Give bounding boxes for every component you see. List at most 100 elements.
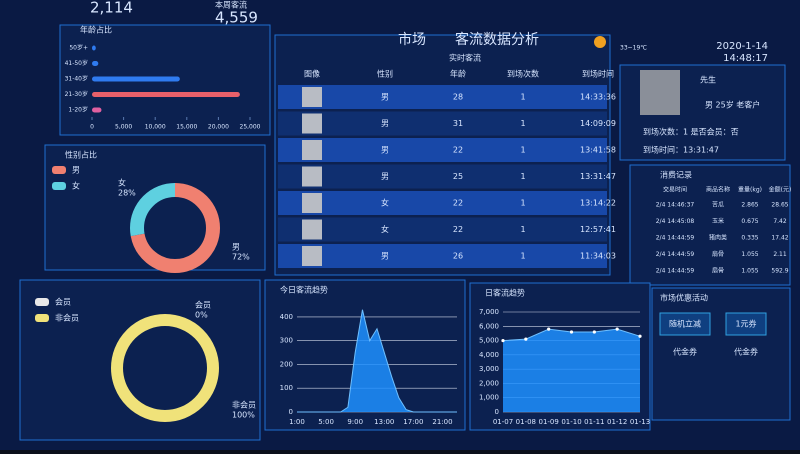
y-tick-label: 3,000 [479,365,499,373]
records-header: 商品名称 [706,186,730,194]
x-tick-label: 1:00 [289,418,305,426]
table-cell: 26 [453,252,463,261]
y-tick-label: 6,000 [479,322,499,330]
records-cell: 1.055 [741,251,758,258]
table-cell: 14:33:36 [580,93,616,102]
row-photo [302,219,322,240]
records-cell: 28.65 [771,202,788,209]
x-tick-label: 01-10 [561,418,581,426]
table-cell: 男 [381,93,389,102]
table-row [278,217,607,242]
table-cell: 22 [453,225,463,234]
table-cell: 女 [381,224,389,234]
table-cell: 12:57:41 [580,225,616,234]
title-b: 客流数据分析 [455,31,539,48]
promo-button-label[interactable]: 随机立减 [669,319,701,329]
row-photo [302,113,322,134]
records-header: 重量(kg) [738,186,762,194]
y-tick-label: 100 [280,384,293,392]
table-row [278,138,607,162]
legend-swatch [52,182,66,190]
table-cell: 男 [381,119,389,128]
promo-button-label[interactable]: 1元券 [735,319,756,329]
legend-swatch [35,298,49,306]
donut-value: 100% [232,411,255,420]
bar [92,45,96,51]
row-photo [302,87,322,107]
promo-caption: 代金券 [673,347,697,357]
week-count: 4,559 [215,9,258,27]
donut-value: 0% [195,311,208,320]
table-row [278,85,607,109]
x-tick-label: 5:00 [318,418,334,426]
table-cell: 22 [453,146,463,155]
y-tick-label: 200 [280,360,293,368]
chart-title: 今日客流趋势 [280,285,328,295]
records-cell: 2/4 14:44:59 [656,268,695,275]
y-tick-label: 400 [280,313,293,321]
category-label: 50岁+ [69,44,88,52]
point [501,338,505,343]
records-cell: 0.335 [741,235,758,242]
gender-panel [44,144,266,271]
x-tick-label: 01-13 [630,418,650,426]
live-title: 实时客流 [449,53,481,63]
point [638,334,642,338]
legend-label: 女 [72,181,80,191]
x-tick-label: 9:00 [347,418,363,426]
category-label: 41-50岁 [65,59,88,67]
records-cell: 2.865 [741,202,758,209]
table-row [278,111,607,136]
row-photo [302,140,322,160]
table-cell: 1 [520,199,525,208]
x-tick-label: 0 [90,124,94,131]
chart-title: 性别占比 [65,150,97,160]
x-tick-label: 01-07 [493,418,513,426]
table-cell: 13:31:47 [580,172,616,181]
table-cell: 1 [520,146,525,155]
profile-visits: 到场次数：1 是否会员：否 [643,127,739,137]
title-a: 市场 [398,31,426,48]
x-tick-label: 25,000 [240,124,261,131]
table-cell: 22 [453,199,463,208]
x-tick-label: 17:00 [403,418,423,426]
table-cell: 13:41:58 [580,146,616,155]
records-cell: 2/4 14:45:08 [656,218,695,225]
promo-title: 市场优惠活动 [660,293,708,303]
weather-icon [594,36,606,48]
donut-label: 女 [118,178,126,188]
donut-value: 72% [232,253,250,262]
chart-title: 日客流趋势 [485,288,525,298]
table-header: 图像 [304,69,320,79]
records-cell: 猪肉类 [709,234,727,242]
row-photo [302,193,322,213]
y-tick-label: 0 [289,408,293,416]
area [297,309,457,412]
promo-panel [651,287,791,421]
donut-label: 非会员 [232,400,256,410]
table-cell: 28 [453,93,463,102]
point [547,327,551,331]
records-cell: 2/4 14:44:59 [656,251,695,258]
table-header: 性别 [377,69,393,79]
bar [92,107,102,113]
x-tick-label: 10,000 [145,124,166,131]
point [524,337,528,341]
table-cell: 男 [381,172,389,181]
table-row [278,164,607,189]
donut-value: 28% [118,189,136,198]
records-cell: 2.11 [773,251,787,258]
table-cell: 1 [520,93,525,102]
table-cell: 男 [381,146,389,155]
y-tick-label: 1,000 [479,394,499,402]
line [297,309,457,413]
bar [92,76,180,82]
row-photo [302,246,322,266]
date: 2020-1-14 [716,41,768,52]
promo-button[interactable] [725,312,767,336]
table-row [278,244,607,268]
table-cell: 女 [381,198,389,208]
bar [92,92,240,97]
promo-button[interactable] [659,312,711,336]
records-cell: 2/4 14:46:37 [656,202,695,209]
